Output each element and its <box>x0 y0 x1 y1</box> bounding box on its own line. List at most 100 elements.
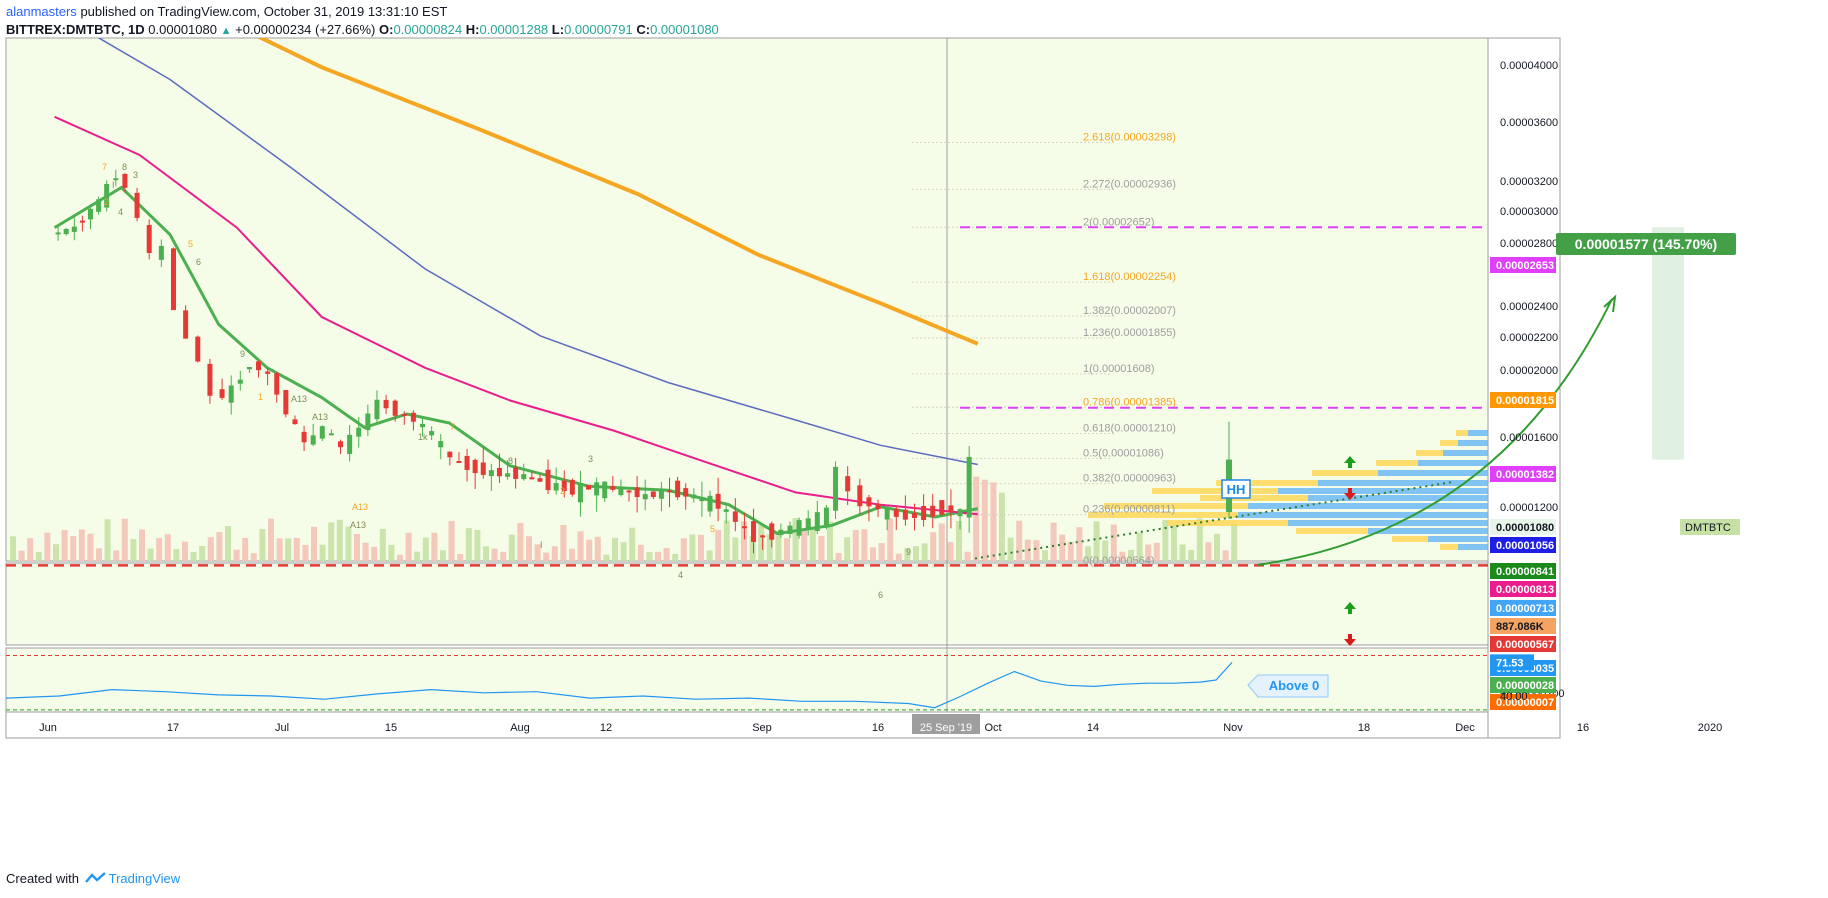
candle[interactable] <box>707 495 713 512</box>
candle[interactable] <box>875 503 881 510</box>
candle[interactable] <box>675 480 681 498</box>
candle[interactable] <box>699 496 705 502</box>
candle[interactable] <box>274 373 280 395</box>
candle[interactable] <box>63 228 69 235</box>
candle[interactable] <box>553 483 559 491</box>
candle[interactable] <box>911 513 917 518</box>
candle[interactable] <box>170 248 176 311</box>
candle[interactable] <box>626 490 632 493</box>
candle[interactable] <box>884 507 890 520</box>
candle[interactable] <box>691 494 697 499</box>
candle[interactable] <box>751 521 757 542</box>
candle[interactable] <box>183 310 189 339</box>
moving-average-line-4[interactable] <box>55 0 979 346</box>
candle[interactable] <box>347 434 353 454</box>
candle[interactable] <box>237 379 243 384</box>
candle[interactable] <box>902 509 908 520</box>
candle[interactable] <box>365 413 371 431</box>
candle[interactable] <box>134 192 140 218</box>
candle[interactable] <box>429 431 435 436</box>
candle[interactable] <box>420 423 426 428</box>
candle[interactable] <box>833 466 839 511</box>
candle[interactable] <box>410 412 416 422</box>
candle[interactable] <box>246 366 252 370</box>
candle[interactable] <box>683 488 689 497</box>
candle[interactable] <box>732 511 738 522</box>
candle[interactable] <box>769 523 775 540</box>
moving-average-line-3[interactable] <box>55 12 978 466</box>
candle[interactable] <box>207 363 213 396</box>
candle[interactable] <box>642 494 648 500</box>
candle[interactable] <box>513 467 519 479</box>
candle[interactable] <box>796 520 802 536</box>
author-link[interactable]: alanmasters <box>6 4 77 19</box>
candle[interactable] <box>219 389 225 398</box>
candle[interactable] <box>561 480 567 492</box>
candle[interactable] <box>256 361 262 371</box>
candle[interactable] <box>545 469 551 491</box>
candle[interactable] <box>122 173 128 188</box>
candle[interactable] <box>480 462 486 475</box>
candle[interactable] <box>610 486 616 490</box>
candle[interactable] <box>957 509 963 517</box>
candle[interactable] <box>356 427 362 437</box>
candle[interactable] <box>823 507 829 528</box>
candle[interactable] <box>939 500 945 515</box>
tradingview-link[interactable]: TradingView <box>108 871 181 886</box>
candle[interactable] <box>715 493 721 509</box>
candle[interactable] <box>921 505 927 520</box>
candle[interactable] <box>618 487 624 496</box>
candle[interactable] <box>383 399 389 409</box>
candle[interactable] <box>464 455 470 470</box>
candle[interactable] <box>845 476 851 492</box>
candle[interactable] <box>87 208 93 220</box>
candle[interactable] <box>310 435 316 445</box>
candle[interactable] <box>814 512 820 531</box>
candle[interactable] <box>104 183 110 208</box>
candle[interactable] <box>667 490 673 493</box>
candle[interactable] <box>438 441 444 448</box>
candle[interactable] <box>283 390 289 415</box>
candle[interactable] <box>602 481 608 499</box>
candle[interactable] <box>319 426 325 439</box>
candle[interactable] <box>79 220 85 223</box>
macd-pane[interactable] <box>5 562 1489 646</box>
candle[interactable] <box>496 467 502 477</box>
candle[interactable] <box>723 509 729 512</box>
candle[interactable] <box>577 482 583 503</box>
candle[interactable] <box>805 518 811 530</box>
candle[interactable] <box>292 419 298 425</box>
candle[interactable] <box>447 451 453 458</box>
candle[interactable] <box>569 479 575 495</box>
time-axis[interactable] <box>5 711 1489 739</box>
candle[interactable] <box>650 491 656 497</box>
candle[interactable] <box>966 456 972 518</box>
candle[interactable] <box>521 474 527 480</box>
candle[interactable] <box>158 245 164 260</box>
price-pane[interactable] <box>5 37 1489 562</box>
candle[interactable] <box>456 460 462 463</box>
candle[interactable] <box>146 224 152 254</box>
candle[interactable] <box>930 505 936 517</box>
candle[interactable] <box>71 226 77 232</box>
candle[interactable] <box>787 525 793 534</box>
candle[interactable] <box>741 526 747 529</box>
moving-average-line-1[interactable] <box>53 185 979 536</box>
candle[interactable] <box>586 485 592 490</box>
candle[interactable] <box>55 232 61 235</box>
candle[interactable] <box>948 505 954 513</box>
candle[interactable] <box>658 490 664 499</box>
candle[interactable] <box>374 399 380 420</box>
candle[interactable] <box>301 431 307 443</box>
candle[interactable] <box>113 178 119 181</box>
candle[interactable] <box>228 385 234 403</box>
candle[interactable] <box>505 473 511 477</box>
candle[interactable] <box>760 535 766 538</box>
candle[interactable] <box>634 487 640 497</box>
candle[interactable] <box>529 477 535 480</box>
candle[interactable] <box>472 459 478 474</box>
candle[interactable] <box>594 482 600 496</box>
candle[interactable] <box>537 478 543 482</box>
candle[interactable] <box>392 400 398 416</box>
